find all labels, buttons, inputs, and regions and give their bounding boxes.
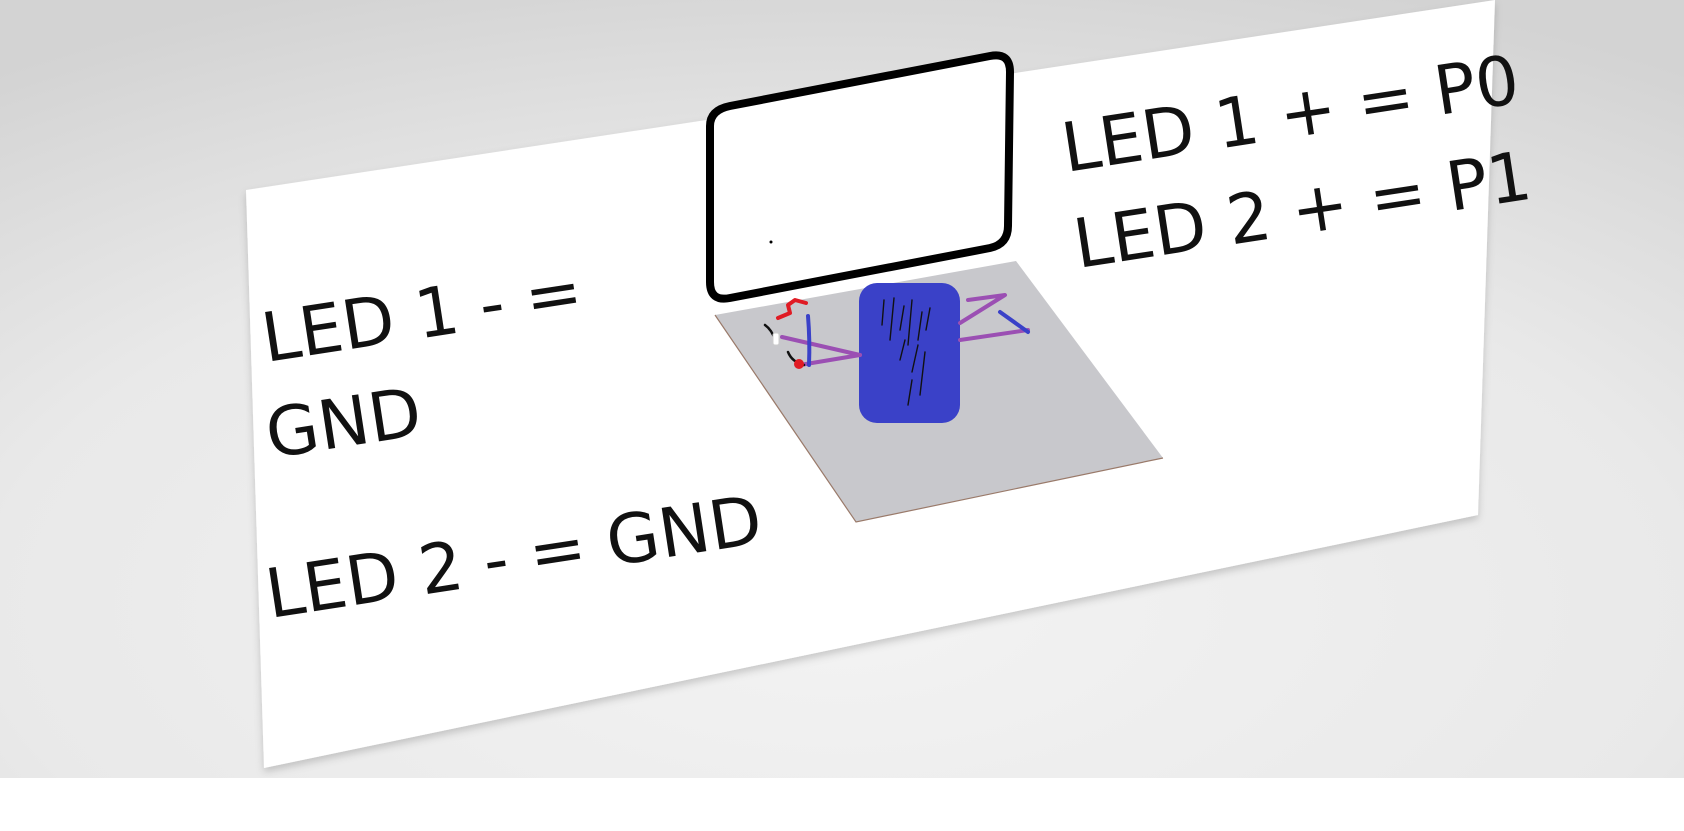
wire-blue-left: [806, 314, 812, 367]
led-2-dot: [794, 359, 804, 369]
screen-outline-icon: [706, 51, 1014, 303]
base-plate-edge: [714, 314, 1164, 523]
wire-blue-right: [998, 310, 1030, 334]
diagram-canvas: LED 1 - = GND LED 2 - = GND LED 1 + = P0…: [0, 0, 1684, 778]
wire-purple-left-upper: [780, 335, 862, 357]
wire-purple-right: [958, 293, 1030, 342]
diagram-scene: LED 1 - = GND LED 2 - = GND LED 1 + = P0…: [0, 0, 1684, 778]
microcontroller-icon: [859, 283, 960, 423]
wires: [763, 293, 1030, 369]
wire-red-top: [776, 298, 808, 320]
led-1-dot: [772, 332, 780, 346]
